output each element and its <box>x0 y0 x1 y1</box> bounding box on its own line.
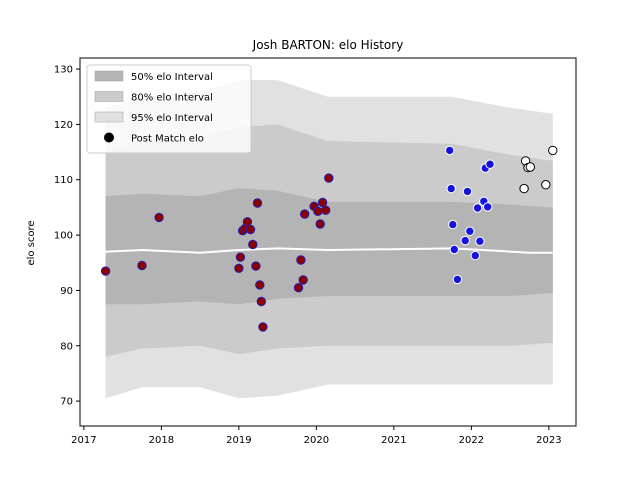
data-point <box>448 219 458 230</box>
data-point <box>460 235 470 246</box>
legend-label: 50% elo Interval <box>131 72 213 83</box>
y-tick-label: 90 <box>60 286 73 297</box>
data-point <box>317 197 328 208</box>
x-tick-label: 2021 <box>381 435 406 446</box>
data-point <box>445 145 455 156</box>
x-tick-label: 2023 <box>536 435 561 446</box>
data-point <box>324 173 334 183</box>
x-tick-label: 2018 <box>149 435 174 446</box>
data-point <box>519 183 529 194</box>
legend-marker <box>104 132 114 143</box>
legend-swatch <box>94 70 124 82</box>
data-point <box>472 203 483 213</box>
band-50 <box>105 188 553 305</box>
legend-label: 80% elo Interval <box>131 93 213 104</box>
legend-label: 95% elo Interval <box>131 113 213 124</box>
data-point <box>251 261 261 271</box>
y-tick-label: 80 <box>60 341 73 352</box>
data-point <box>100 266 111 276</box>
mean-elo-line <box>105 247 553 254</box>
y-tick-label: 130 <box>54 65 73 76</box>
data-point <box>293 283 304 293</box>
data-point <box>525 162 535 172</box>
y-tick-label: 120 <box>54 120 73 131</box>
data-point <box>252 198 263 208</box>
data-point <box>248 239 258 250</box>
data-point <box>449 244 459 255</box>
plot-inner <box>100 80 558 399</box>
legend-label: Post Match elo <box>131 134 204 145</box>
legend-swatch <box>94 111 124 123</box>
data-point <box>235 252 246 262</box>
x-tick-label: 2019 <box>226 435 251 446</box>
data-point <box>541 180 551 190</box>
data-point <box>298 275 308 285</box>
y-axis-label: elo score <box>26 220 37 265</box>
data-point <box>313 206 323 217</box>
data-point <box>475 236 485 246</box>
data-point <box>321 205 331 215</box>
legend: 50% elo Interval 80% elo Interval 95% elo … <box>86 64 252 154</box>
data-point <box>483 202 493 212</box>
data-point <box>315 219 325 229</box>
legend-box <box>86 64 252 154</box>
data-point <box>242 217 253 227</box>
data-point <box>465 226 475 236</box>
plot-area: 2017 2018 2019 2020 2021 2022 2023 70 80 90 100 110… <box>54 57 577 446</box>
chart-title: Josh BARTON: elo History <box>252 38 404 52</box>
data-point <box>446 183 456 194</box>
data-point <box>452 274 463 285</box>
plot-frame <box>79 57 577 427</box>
data-point <box>255 280 265 290</box>
y-tick-label: 110 <box>54 175 73 186</box>
data-point <box>300 209 310 219</box>
data-point <box>296 255 306 265</box>
data-point <box>462 186 473 197</box>
data-point <box>485 159 495 169</box>
data-point <box>258 322 268 332</box>
x-tick-label: 2017 <box>71 435 96 446</box>
data-point <box>470 250 480 261</box>
x-tick-label: 2020 <box>304 435 329 446</box>
legend-swatch <box>94 91 124 102</box>
data-point <box>137 260 147 271</box>
data-point <box>154 212 164 223</box>
data-point <box>256 296 266 307</box>
data-point <box>234 263 244 273</box>
y-tick-label: 70 <box>60 397 73 408</box>
x-tick-label: 2022 <box>459 435 484 446</box>
y-tick-label: 100 <box>54 231 73 242</box>
data-point <box>245 224 256 235</box>
data-point <box>548 145 558 156</box>
